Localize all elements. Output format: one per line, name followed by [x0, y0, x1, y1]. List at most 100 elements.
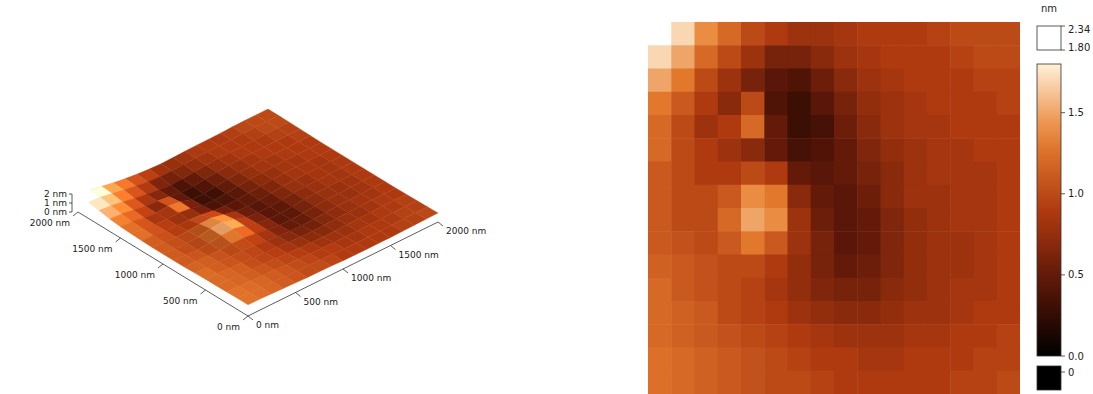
heatmap-cell — [950, 22, 974, 46]
heatmap-cell — [857, 348, 881, 372]
heatmap-cell — [648, 45, 672, 69]
heatmap-cell — [764, 185, 788, 209]
heatmap-cell — [788, 371, 812, 394]
heatmap-cell — [695, 348, 719, 372]
heatmap-cell — [857, 231, 881, 255]
heatmap-cell — [648, 69, 672, 93]
heatmap-cell — [741, 115, 765, 139]
heatmap-cell — [834, 92, 858, 116]
heatmap-cell — [857, 324, 881, 348]
heatmap-cell — [718, 348, 742, 372]
heatmap-cell — [927, 231, 951, 255]
colorbar-under — [1037, 366, 1061, 390]
heatmap-cell — [695, 92, 719, 116]
heatmap-cell — [997, 231, 1020, 255]
heatmap-cell — [997, 208, 1020, 232]
colorbar-tick — [1061, 112, 1065, 113]
heatmap-cell — [648, 348, 672, 372]
heatmap-cell — [741, 45, 765, 69]
heatmap-cell — [857, 92, 881, 116]
heatmap-cell — [927, 92, 951, 116]
heatmap-cell — [811, 45, 835, 69]
heatmap-cell — [881, 231, 905, 255]
heatmap-cell — [741, 22, 765, 46]
heatmap-cell — [764, 162, 788, 186]
heatmap-cell — [718, 231, 742, 255]
heatmap-cell — [788, 255, 812, 279]
heatmap-cell — [834, 301, 858, 325]
heatmap-cell — [671, 208, 695, 232]
colorbar-over — [1037, 26, 1061, 50]
heatmap-cell — [718, 301, 742, 325]
heatmap-cell — [671, 162, 695, 186]
heatmap-cell — [974, 348, 998, 372]
heatmap-cell — [741, 162, 765, 186]
heatmap-cell — [927, 115, 951, 139]
heatmap-cell — [997, 185, 1020, 209]
heatmap-cell — [997, 348, 1020, 372]
heatmap-cell — [695, 115, 719, 139]
heatmap-cell — [857, 255, 881, 279]
heatmap-cell — [950, 278, 974, 302]
heatmap-cell — [764, 278, 788, 302]
heatmap-cell — [950, 371, 974, 394]
z-tick — [69, 212, 72, 213]
heatmap-cell — [881, 162, 905, 186]
colorbar-over-tick — [1061, 26, 1065, 27]
x-tick-label: 2000 nm — [446, 226, 486, 236]
heatmap-cell — [997, 115, 1020, 139]
x-tick — [296, 293, 301, 297]
colorbar: nm0.00.51.01.52.341.800 — [1037, 3, 1090, 390]
heatmap-cell — [834, 371, 858, 394]
z-tick — [69, 194, 72, 195]
heatmap-cell — [834, 162, 858, 186]
y-tick-label: 2000 nm — [30, 218, 70, 228]
heatmap-cell — [695, 22, 719, 46]
heatmap-cell — [950, 115, 974, 139]
heatmap-cell — [764, 45, 788, 69]
heatmap-cell — [857, 69, 881, 93]
heatmap-cell — [671, 301, 695, 325]
y-tick-label: 0 nm — [217, 322, 240, 332]
heatmap-cell — [950, 348, 974, 372]
heatmap-cell — [741, 255, 765, 279]
heatmap-cell — [811, 115, 835, 139]
heatmap-cell — [904, 255, 928, 279]
heatmap-cell — [764, 92, 788, 116]
heatmap-cell — [881, 138, 905, 162]
heatmap-cell — [881, 324, 905, 348]
heatmap-cell — [648, 162, 672, 186]
heatmap-cell — [904, 92, 928, 116]
heatmap-cell — [718, 371, 742, 394]
y-tick-label: 1500 nm — [72, 244, 112, 254]
heatmap-cell — [997, 162, 1020, 186]
z-tick-label: 0 nm — [44, 207, 67, 217]
heatmap-cell — [974, 69, 998, 93]
heatmap-cell — [950, 69, 974, 93]
heatmap-cell — [904, 22, 928, 46]
heatmap-cell — [695, 138, 719, 162]
heatmap-cell — [904, 371, 928, 394]
colorbar-tick-label: 1.5 — [1068, 107, 1084, 118]
heatmap-cell — [811, 255, 835, 279]
heatmap-cell — [927, 69, 951, 93]
heatmap-cell — [788, 185, 812, 209]
heatmap-cell — [648, 301, 672, 325]
heatmap-cell — [718, 255, 742, 279]
surface-plot — [78, 109, 438, 305]
heatmap-cell — [695, 371, 719, 394]
heatmap-cell — [741, 371, 765, 394]
heatmap-cell — [788, 45, 812, 69]
heatmap-cell — [788, 324, 812, 348]
heatmap-cell — [811, 301, 835, 325]
heatmap-cell — [997, 255, 1020, 279]
heatmap-cell — [974, 301, 998, 325]
heatmap-cell — [788, 208, 812, 232]
heatmap-cell — [974, 138, 998, 162]
heatmap-cell — [927, 324, 951, 348]
heatmap-cell — [927, 255, 951, 279]
heatmap-cell — [881, 371, 905, 394]
colorbar-over-tick-label: 1.80 — [1068, 42, 1090, 53]
heatmap-cell — [927, 208, 951, 232]
colorbar-tick-label: 1.0 — [1068, 188, 1084, 199]
